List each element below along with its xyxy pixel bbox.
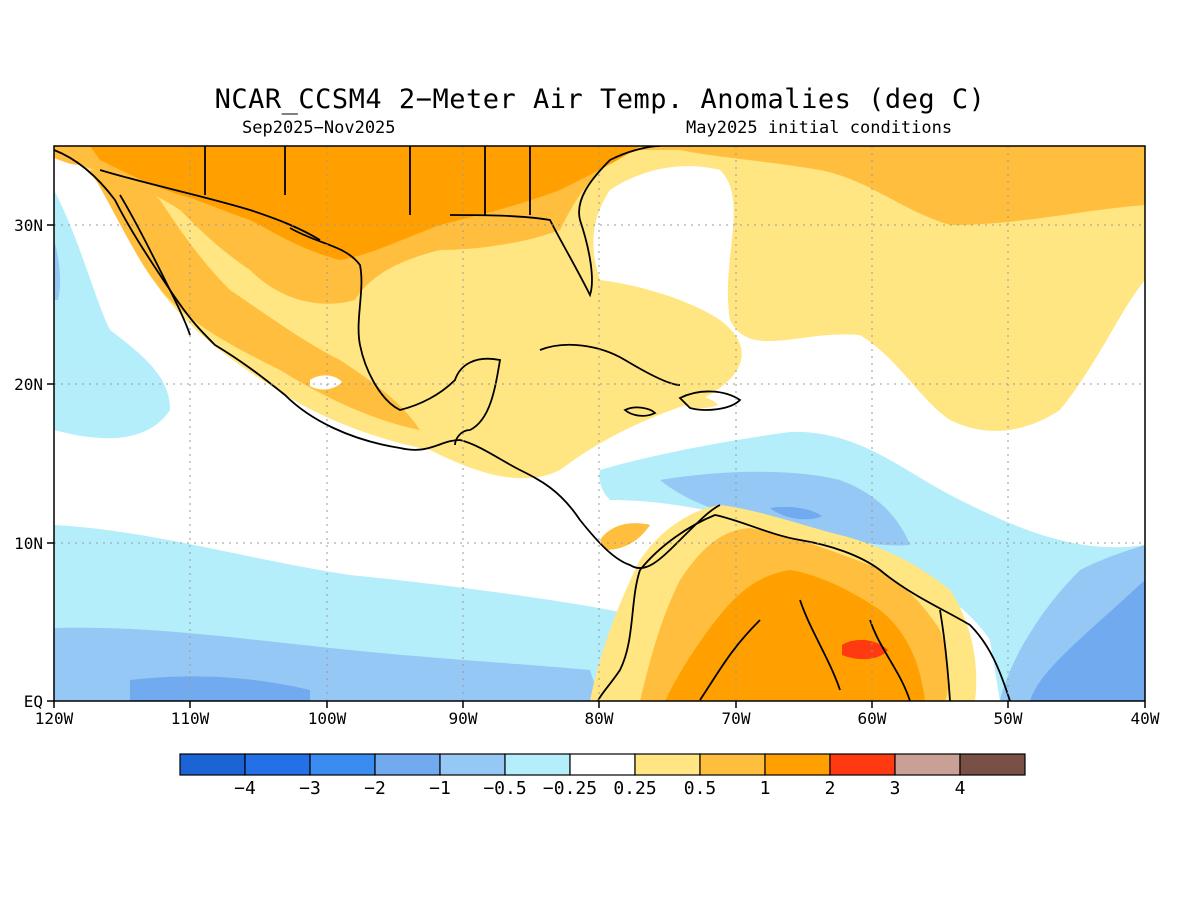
- colorbar-swatch: [504, 753, 571, 776]
- colorbar: −4 −3 −2 −1 −0.5 −0.25 0.25 0.5 1 2 3 4: [179, 753, 1026, 799]
- lon-label: 50W: [994, 709, 1023, 728]
- colorbar-label: −3: [299, 778, 321, 799]
- colorbar-label: 3: [890, 778, 901, 799]
- anomaly-region-pacific-blue2: [130, 676, 310, 701]
- forecast-period: Sep2025−Nov2025: [242, 118, 396, 138]
- coastline-cuba: [539, 343, 681, 386]
- graticule: [54, 146, 1145, 701]
- colorbar-swatch: [179, 753, 246, 776]
- lat-label: 30N: [14, 216, 43, 235]
- colorbar-swatch: [894, 753, 961, 776]
- initial-conditions-label: May2025 initial conditions: [686, 118, 953, 138]
- colorbar-swatch: [374, 753, 441, 776]
- anomaly-field: [54, 146, 1145, 701]
- colorbar-swatch: [439, 753, 506, 776]
- anomaly-region-sa-red: [842, 639, 888, 660]
- anomaly-region-sa-dark-orange: [665, 570, 925, 701]
- colorbar-label: −1: [429, 778, 451, 799]
- coastline-jamaica: [623, 406, 657, 417]
- lat-label: EQ: [24, 692, 43, 711]
- coastline-hispaniola: [678, 390, 742, 411]
- coastline-north-america: [54, 149, 721, 570]
- lon-label: 120W: [35, 709, 74, 728]
- anomaly-region-mexico-cutout: [310, 375, 342, 390]
- border-sa-countries: [699, 599, 951, 701]
- coastline-baja: [119, 194, 191, 336]
- anomaly-region-sa-orange-n: [600, 523, 650, 550]
- colorbar-label: −0.25: [543, 778, 597, 799]
- lon-label: 80W: [585, 709, 614, 728]
- latitude-labels: EQ 10N 20N 30N: [14, 216, 43, 711]
- colorbar-swatch: [569, 753, 636, 776]
- colorbar-label: −0.5: [483, 778, 526, 799]
- coastline-florida: [449, 146, 661, 298]
- coastline-south-america: [639, 514, 1011, 701]
- anomaly-region-mexico-orange: [90, 170, 420, 430]
- border-us-mexico: [99, 169, 321, 241]
- lon-label: 60W: [858, 709, 887, 728]
- colorbar-swatch: [764, 753, 831, 776]
- coastline-sa-west: [597, 569, 641, 701]
- colorbar-label: 4: [955, 778, 966, 799]
- anomaly-region-us-orange: [90, 146, 640, 260]
- longitude-labels: 120W 110W 100W 90W 80W 70W 60W 50W 40W: [35, 709, 1160, 728]
- anomaly-region-west-edge-blue: [54, 240, 61, 300]
- lat-label: 10N: [14, 534, 43, 553]
- coastline-gulf: [289, 227, 502, 446]
- colorbar-label: −4: [234, 778, 256, 799]
- colorbar-label: 0.25: [613, 778, 656, 799]
- lon-label: 70W: [722, 709, 751, 728]
- lon-label: 90W: [449, 709, 478, 728]
- colorbar-swatch: [699, 753, 766, 776]
- coastlines: [54, 146, 1011, 701]
- border-us-states: [204, 146, 531, 215]
- colorbar-swatch: [829, 753, 896, 776]
- anomaly-region-cuba-yellow: [560, 345, 615, 366]
- colorbar-label: 0.5: [684, 778, 717, 799]
- colorbar-swatch: [959, 753, 1026, 776]
- colorbar-label: 2: [825, 778, 836, 799]
- lat-label: 20N: [14, 375, 43, 394]
- colorbar-swatch: [634, 753, 701, 776]
- colorbar-swatch: [309, 753, 376, 776]
- anomaly-region-atlantic-blue2: [1030, 580, 1145, 701]
- colorbar-label: 1: [760, 778, 771, 799]
- anomaly-region-yucatan-warm: [360, 290, 500, 424]
- anomaly-region-pacific-cyan: [54, 190, 170, 439]
- colorbar-label: −2: [364, 778, 386, 799]
- lon-label: 100W: [308, 709, 347, 728]
- map-title: NCAR_CCSM4 2−Meter Air Temp. Anomalies (…: [214, 84, 986, 115]
- lon-label: 40W: [1131, 709, 1160, 728]
- anomaly-region-caribbean-blue2: [770, 506, 822, 520]
- anomaly-region-hispaniola-yellow: [675, 395, 718, 409]
- lon-label: 110W: [171, 709, 210, 728]
- colorbar-swatch: [244, 753, 311, 776]
- axis-ticks: [47, 224, 1146, 708]
